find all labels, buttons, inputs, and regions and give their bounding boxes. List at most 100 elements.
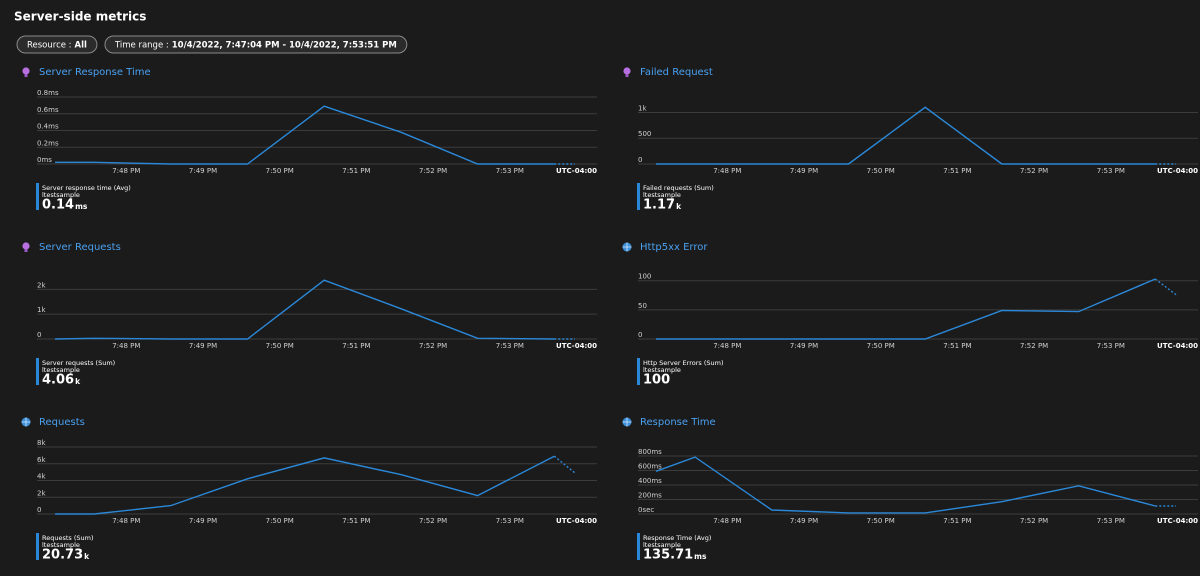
legend-bar bbox=[36, 358, 39, 385]
series-line-incomplete bbox=[1154, 278, 1177, 296]
y-tick-label: 2k bbox=[37, 489, 46, 497]
icon bbox=[622, 417, 632, 427]
legend-name: Server response time (Avg) bbox=[42, 184, 131, 192]
series-line bbox=[655, 456, 1156, 514]
filter-value: All bbox=[75, 41, 87, 51]
summary-unit: ms bbox=[75, 202, 88, 211]
icon bbox=[623, 67, 631, 75]
legend-bar bbox=[637, 533, 640, 560]
y-tick-label: 200ms bbox=[638, 492, 662, 500]
pill-background bbox=[16, 35, 98, 54]
x-tick-label: 7:52 PM bbox=[419, 517, 447, 525]
x-tick-label: 7:49 PM bbox=[189, 517, 217, 525]
summary-value: 135.71 bbox=[643, 548, 693, 563]
icon bbox=[21, 417, 31, 427]
x-tick-label: 7:52 PM bbox=[419, 167, 447, 175]
x-tick-label: 7:52 PM bbox=[419, 342, 447, 350]
x-tick-label: 7:51 PM bbox=[943, 342, 971, 350]
legend-source: ltestsample bbox=[643, 191, 681, 199]
x-tick-label: 7:50 PM bbox=[867, 167, 895, 175]
series-line bbox=[656, 106, 1156, 165]
series-line bbox=[656, 278, 1156, 340]
y-tick-label: 50 bbox=[638, 302, 647, 310]
x-tick-label: 7:53 PM bbox=[1097, 167, 1125, 175]
icon bbox=[622, 242, 632, 252]
y-tick-label: 0sec bbox=[638, 506, 654, 514]
series-line bbox=[55, 105, 555, 165]
y-tick-label: 0 bbox=[37, 331, 41, 339]
x-tick-label: 7:52 PM bbox=[1020, 517, 1048, 525]
legend-bar bbox=[36, 183, 39, 210]
x-tick-label: 7:50 PM bbox=[266, 517, 294, 525]
y-tick-label: 0 bbox=[37, 506, 41, 514]
x-tick-label: 7:48 PM bbox=[713, 167, 741, 175]
x-tick-label: 7:53 PM bbox=[496, 342, 524, 350]
x-tick-label: 7:52 PM bbox=[1020, 342, 1048, 350]
y-tick-label: 8k bbox=[37, 439, 46, 447]
chart-title[interactable]: Server Response Time bbox=[39, 67, 151, 78]
icon bbox=[24, 74, 28, 77]
chart-title[interactable]: Server Requests bbox=[39, 242, 121, 253]
y-tick-label: 0ms bbox=[37, 156, 52, 164]
x-tick-label: 7:51 PM bbox=[342, 517, 370, 525]
y-tick-label: 6k bbox=[37, 456, 46, 464]
filter-pill[interactable]: Resource : All bbox=[16, 35, 98, 54]
x-tick-label: 7:50 PM bbox=[266, 342, 294, 350]
x-tick-label: 7:50 PM bbox=[867, 517, 895, 525]
summary-value: 100 bbox=[643, 373, 670, 388]
legend-source: ltestsample bbox=[42, 366, 80, 374]
summary-unit: k bbox=[75, 377, 81, 386]
icon bbox=[22, 67, 30, 75]
x-tick-label: 7:50 PM bbox=[867, 342, 895, 350]
x-tick-label: 7:53 PM bbox=[1097, 342, 1125, 350]
y-tick-label: 0.4ms bbox=[37, 123, 59, 131]
chart-title[interactable]: Failed Request bbox=[640, 67, 713, 78]
summary-value: 20.73 bbox=[42, 548, 83, 563]
y-tick-label: 0 bbox=[638, 331, 642, 339]
page-title: Server-side metrics bbox=[14, 10, 146, 24]
y-tick-label: 0.6ms bbox=[37, 106, 59, 114]
summary-unit: k bbox=[84, 552, 90, 561]
chart-title[interactable]: Http5xx Error bbox=[640, 242, 708, 253]
series-line-incomplete bbox=[553, 455, 576, 474]
x-tick-label: 7:48 PM bbox=[713, 342, 741, 350]
chart-title[interactable]: Requests bbox=[39, 417, 85, 428]
filter-label: Resource : bbox=[27, 41, 72, 51]
x-axis-label: UTC-04:00 bbox=[1157, 342, 1198, 350]
x-tick-label: 7:53 PM bbox=[496, 517, 524, 525]
x-tick-label: 7:48 PM bbox=[112, 517, 140, 525]
x-tick-label: 7:51 PM bbox=[342, 342, 370, 350]
filter-pill[interactable]: Time range :10/4/2022, 7:47:04 PM - 10/4… bbox=[104, 35, 408, 54]
icon bbox=[24, 249, 28, 252]
x-axis-label: UTC-04:00 bbox=[556, 342, 597, 350]
y-tick-label: 400ms bbox=[638, 477, 662, 485]
y-tick-label: 0.2ms bbox=[37, 139, 59, 147]
icon bbox=[625, 74, 629, 77]
x-tick-label: 7:49 PM bbox=[790, 167, 818, 175]
x-tick-label: 7:53 PM bbox=[496, 167, 524, 175]
y-tick-label: 0 bbox=[638, 156, 642, 164]
filter-label: Time range : bbox=[114, 41, 169, 51]
x-tick-label: 7:49 PM bbox=[790, 517, 818, 525]
y-tick-label: 1k bbox=[37, 306, 46, 314]
summary-value: 1.17 bbox=[643, 198, 675, 213]
x-axis-label: UTC-04:00 bbox=[1157, 517, 1198, 525]
legend-bar bbox=[637, 358, 640, 385]
series-line bbox=[54, 279, 555, 340]
legend-bar bbox=[36, 533, 39, 560]
chart-title[interactable]: Response Time bbox=[640, 417, 716, 428]
legend-name: Http Server Errors (Sum) bbox=[643, 359, 724, 367]
x-axis-label: UTC-04:00 bbox=[556, 167, 597, 175]
x-tick-label: 7:48 PM bbox=[112, 342, 140, 350]
legend-name: Failed requests (Sum) bbox=[643, 184, 714, 192]
legend-source: ltestsample bbox=[42, 191, 80, 199]
x-tick-label: 7:48 PM bbox=[112, 167, 140, 175]
x-tick-label: 7:51 PM bbox=[943, 517, 971, 525]
x-tick-label: 7:49 PM bbox=[790, 342, 818, 350]
x-tick-label: 7:52 PM bbox=[1020, 167, 1048, 175]
y-tick-label: 100 bbox=[638, 273, 651, 281]
y-tick-label: 500 bbox=[638, 130, 651, 138]
legend-source: ltestsample bbox=[42, 541, 80, 549]
legend-name: Requests (Sum) bbox=[42, 534, 94, 542]
